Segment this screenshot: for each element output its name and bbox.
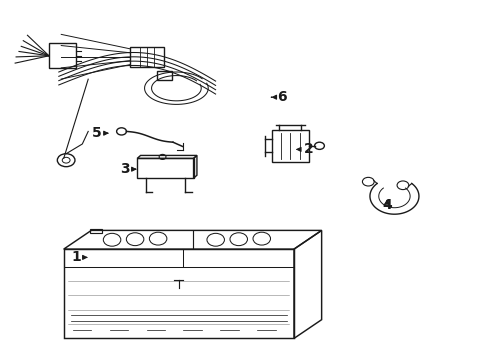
Text: 2: 2 bbox=[297, 143, 314, 156]
Bar bbox=[272, 130, 309, 162]
Text: 3: 3 bbox=[120, 162, 136, 176]
Bar bbox=[49, 43, 76, 68]
Bar bbox=[157, 71, 172, 80]
Bar bbox=[130, 47, 164, 67]
Bar bbox=[137, 158, 194, 178]
Text: 6: 6 bbox=[271, 90, 287, 104]
Text: 5: 5 bbox=[92, 126, 108, 140]
Bar bbox=[90, 229, 102, 233]
Text: 1: 1 bbox=[71, 251, 87, 264]
Text: 4: 4 bbox=[382, 198, 392, 212]
